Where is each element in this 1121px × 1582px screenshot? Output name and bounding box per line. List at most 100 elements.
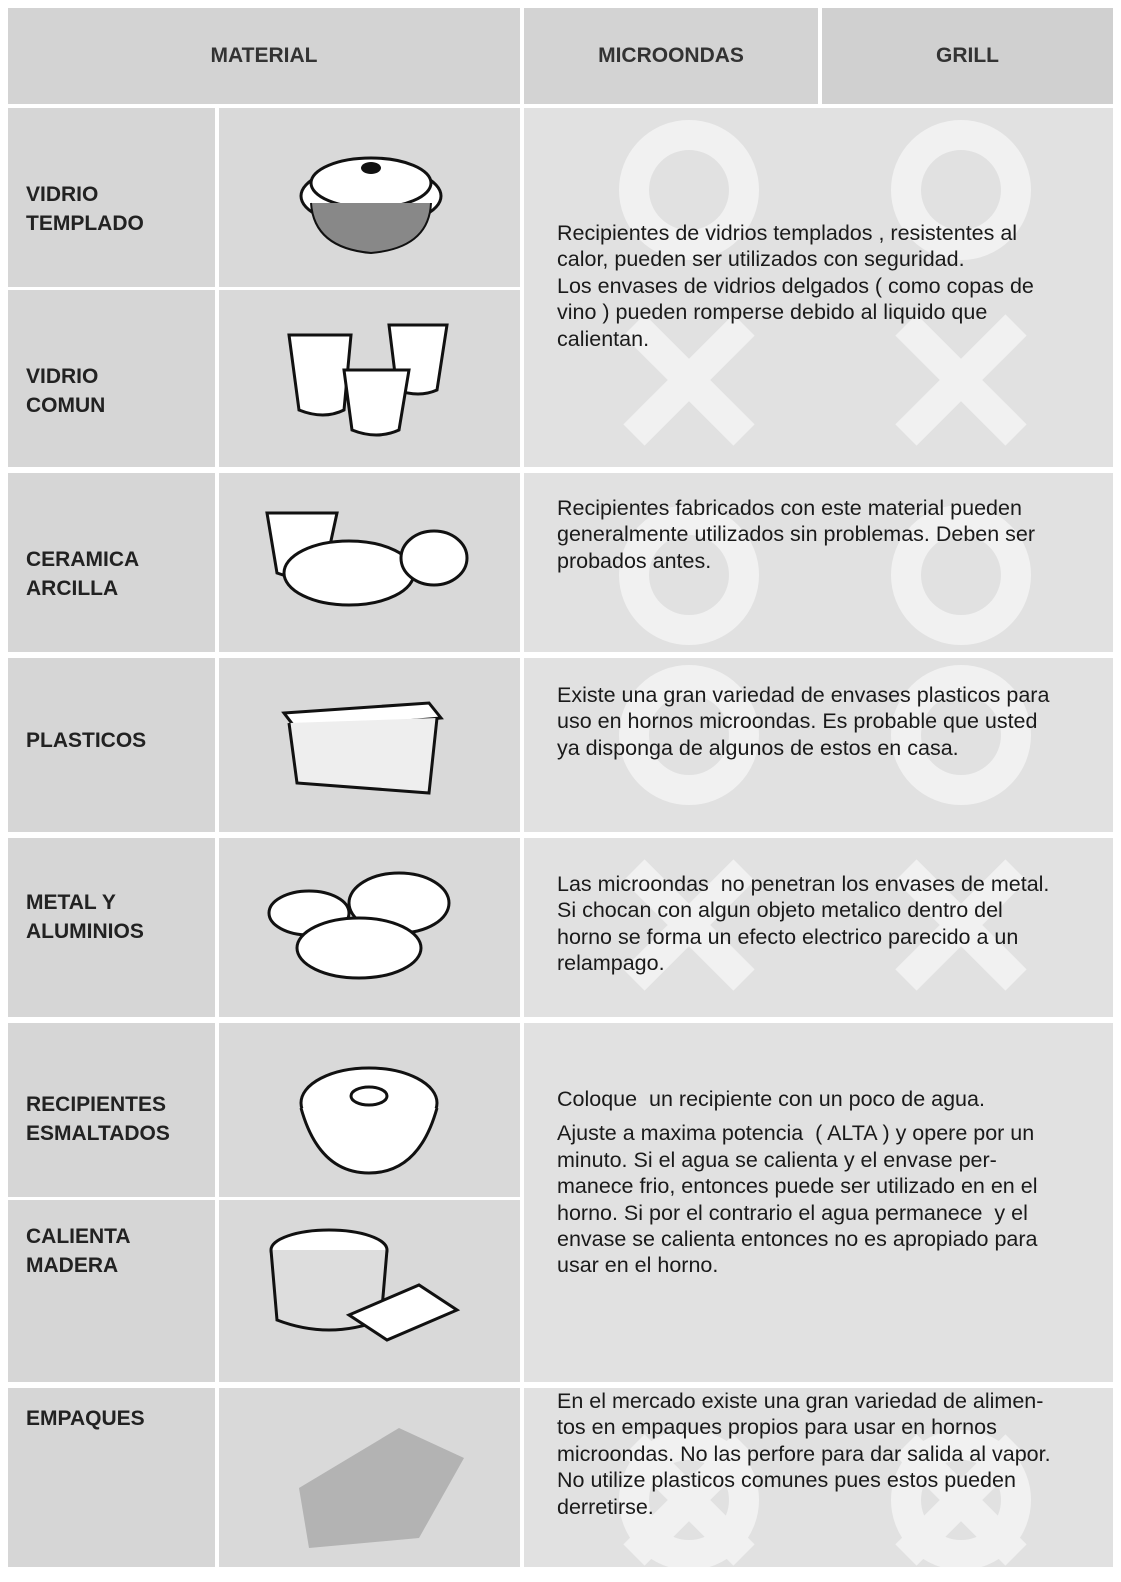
material-label: METAL Y ALUMINIOS — [26, 888, 144, 946]
material-label: RECIPIENTES ESMALTADOS — [26, 1090, 170, 1148]
description-cell: Las microondas no penetran los envases d… — [524, 838, 1113, 1017]
material-cell: EMPAQUES — [8, 1388, 215, 1567]
header-material: MATERIAL — [8, 8, 520, 104]
material-image — [219, 1023, 520, 1197]
description-line: Los envases de vidrios delgados ( como c… — [557, 273, 1034, 298]
description-cell: Recipientes fabricados con este material… — [524, 473, 1113, 652]
description-line: uso en hornos microondas. Es probable qu… — [557, 709, 1038, 734]
description-line: derretirse. — [557, 1494, 654, 1519]
material-icon — [269, 1228, 461, 1342]
material-image — [219, 473, 520, 652]
material-label-line: RECIPIENTES — [26, 1093, 167, 1116]
material-label-line: ALUMINIOS — [26, 920, 144, 943]
description-line: usar en el horno. — [557, 1253, 719, 1278]
material-image — [219, 658, 520, 832]
symbols — [619, 120, 1031, 446]
material-cell: VIDRIO TEMPLADO — [8, 108, 215, 287]
material-image — [219, 108, 520, 287]
material-label: VIDRIO TEMPLADO — [26, 180, 144, 238]
material-icon — [265, 511, 469, 607]
material-cell: PLASTICOS — [8, 658, 215, 832]
header-grill: GRILL — [822, 8, 1113, 104]
description-line: tos en empaques propios para usar en hor… — [557, 1415, 997, 1440]
description-text: Las microondas no penetran los envases d… — [557, 871, 1049, 985]
description-line: manece frio, entonces puede ser utilizad… — [557, 1174, 1038, 1199]
material-label-line: PLASTICOS — [26, 729, 147, 752]
material-icon — [299, 1066, 439, 1175]
description-line: generalmente utilizados sin problemas. D… — [557, 522, 1036, 547]
material-label-line: COMUN — [26, 394, 106, 417]
material-icon — [281, 701, 444, 795]
description-paragraph: Coloque un recipiente con un poco de agu… — [557, 1086, 1038, 1112]
material-label-line: MADERA — [26, 1254, 119, 1277]
description-line: Recipientes fabricados con este material… — [557, 496, 1022, 520]
description-line: microondas. No las perfore para dar sali… — [557, 1441, 1051, 1466]
description-text: En el mercado existe una gran variedad d… — [557, 1388, 1051, 1528]
material-image — [219, 1200, 520, 1382]
description-paragraph: Recipientes fabricados con este material… — [557, 495, 1035, 574]
symbols — [619, 665, 1031, 805]
description-line: Existe una gran variedad de envases plas… — [557, 683, 1050, 707]
material-icon — [299, 156, 443, 255]
description-line: vino ) pueden romperse debido al liquido… — [557, 300, 988, 325]
description-text: Coloque un recipiente con un poco de agu… — [557, 1086, 1038, 1287]
material-label-line: CERAMICA — [26, 548, 140, 571]
description-line: Coloque un recipiente con un poco de agu… — [557, 1087, 985, 1111]
description-line: horno. Si por el contrario el agua perma… — [557, 1200, 1028, 1225]
material-image — [219, 1388, 520, 1567]
description-line: Recipientes de vidrios templados , resis… — [557, 221, 1018, 245]
description-line: minuto. Si el agua se calienta y el enva… — [557, 1147, 997, 1172]
description-paragraph: En el mercado existe una gran variedad d… — [557, 1388, 1051, 1520]
material-cell: RECIPIENTES ESMALTADOS — [8, 1023, 215, 1197]
material-label-line: VIDRIO — [26, 365, 99, 388]
material-label: EMPAQUES — [26, 1404, 145, 1433]
material-icon — [299, 1428, 464, 1548]
material-cell: VIDRIO COMUN — [8, 290, 215, 467]
description-cell: Coloque un recipiente con un poco de agu… — [524, 1023, 1113, 1382]
material-label: VIDRIO COMUN — [26, 362, 105, 420]
description-line: En el mercado existe una gran variedad d… — [557, 1389, 1044, 1413]
material-label-line: VIDRIO — [26, 183, 99, 206]
description-line: Las microondas no penetran los envases d… — [557, 872, 1050, 896]
description-paragraph: Las microondas no penetran los envases d… — [557, 871, 1049, 977]
description-line: relampago. — [557, 951, 665, 976]
description-line: probados antes. — [557, 548, 712, 573]
symbols — [619, 505, 1031, 645]
description-paragraph: Ajuste a maxima potencia ( ALTA ) y oper… — [557, 1120, 1038, 1278]
description-paragraph: Existe una gran variedad de envases plas… — [557, 682, 1049, 761]
material-label-line: CALIENTA — [26, 1225, 131, 1248]
material-image — [219, 838, 520, 1017]
symbols — [619, 1430, 1031, 1567]
material-label-line: EMPAQUES — [26, 1407, 145, 1430]
description-cell: En el mercado existe una gran variedad d… — [524, 1388, 1113, 1567]
header-microondas: MICROONDAS — [524, 8, 818, 104]
material-icon — [287, 323, 449, 437]
description-line: horno se forma un efecto electrico parec… — [557, 924, 1019, 949]
material-image — [219, 290, 520, 467]
material-label: CERAMICA ARCILLA — [26, 545, 139, 603]
symbols — [623, 859, 1027, 991]
material-cell: CALIENTA MADERA — [8, 1200, 215, 1382]
description-text: Recipientes de vidrios templados , resis… — [557, 220, 1034, 360]
material-label: CALIENTA MADERA — [26, 1222, 131, 1280]
material-label-line: ARCILLA — [26, 577, 119, 600]
description-line: calientan. — [557, 326, 650, 351]
description-line: calor, pueden ser utilizados con segurid… — [557, 247, 965, 272]
description-line: ya disponga de algunos de estos en casa. — [557, 735, 959, 760]
material-label: PLASTICOS — [26, 726, 146, 755]
material-cell: METAL Y ALUMINIOS — [8, 838, 215, 1017]
description-cell: Existe una gran variedad de envases plas… — [524, 658, 1113, 832]
description-paragraph: Recipientes de vidrios templados , resis… — [557, 220, 1034, 352]
description-cell: Recipientes de vidrios templados , resis… — [524, 108, 1113, 467]
description-line: Ajuste a maxima potencia ( ALTA ) y oper… — [557, 1121, 1035, 1146]
material-icon — [267, 871, 451, 980]
material-label-line: METAL Y — [26, 891, 116, 914]
description-line: envase se calienta entonces no es apropi… — [557, 1227, 1038, 1252]
description-text: Existe una gran variedad de envases plas… — [557, 682, 1049, 769]
description-line: No utilize plasticos comunes pues estos … — [557, 1468, 1016, 1493]
description-text: Recipientes fabricados con este material… — [557, 495, 1035, 582]
material-label-line: TEMPLADO — [26, 212, 144, 235]
material-cell: CERAMICA ARCILLA — [8, 473, 215, 652]
material-label-line: ESMALTADOS — [26, 1122, 170, 1145]
